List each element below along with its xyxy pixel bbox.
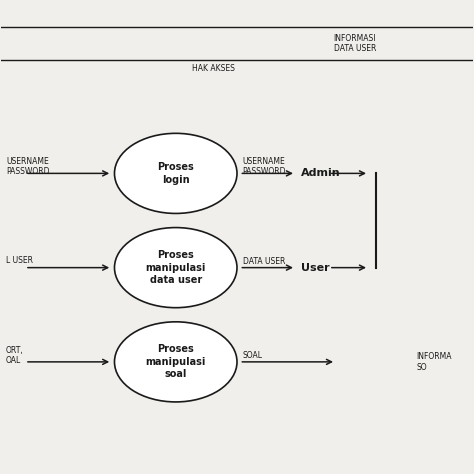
Text: INFORMASI
DATA USER: INFORMASI DATA USER bbox=[334, 34, 376, 54]
Text: L USER: L USER bbox=[6, 256, 33, 265]
Ellipse shape bbox=[115, 133, 237, 213]
Ellipse shape bbox=[115, 322, 237, 402]
Text: User: User bbox=[301, 263, 329, 273]
Text: Proses
manipulasi
data user: Proses manipulasi data user bbox=[146, 250, 206, 285]
Text: SOAL: SOAL bbox=[243, 351, 263, 360]
Text: HAK AKSES: HAK AKSES bbox=[192, 64, 235, 73]
Ellipse shape bbox=[115, 228, 237, 308]
Text: INFORMA
SO: INFORMA SO bbox=[416, 352, 452, 372]
Text: Admin: Admin bbox=[301, 168, 340, 178]
Text: USERNAME
PASSWORD: USERNAME PASSWORD bbox=[243, 156, 286, 176]
Text: Proses
login: Proses login bbox=[157, 162, 194, 184]
Text: Proses
manipulasi
soal: Proses manipulasi soal bbox=[146, 345, 206, 379]
Text: DATA USER: DATA USER bbox=[243, 257, 285, 266]
Text: ORT,
OAL: ORT, OAL bbox=[6, 346, 24, 365]
Text: USERNAME
PASSWORD: USERNAME PASSWORD bbox=[6, 156, 50, 176]
